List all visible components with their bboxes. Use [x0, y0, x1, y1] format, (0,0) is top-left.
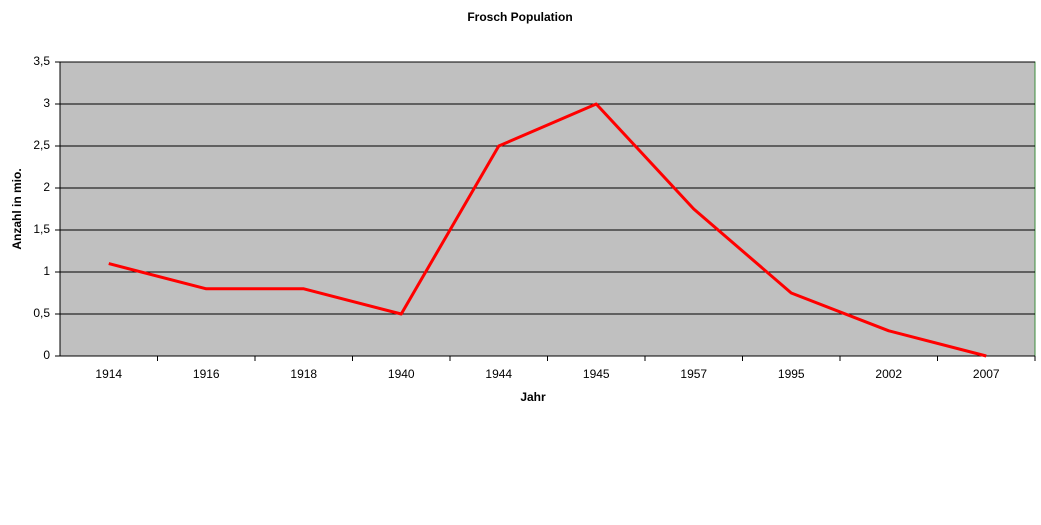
y-tick-label: 3	[43, 96, 50, 110]
x-axis-label: Jahr	[520, 390, 546, 404]
y-tick-label: 1	[43, 264, 50, 278]
y-tick-label: 0,5	[33, 306, 50, 320]
y-tick-label: 1,5	[33, 222, 50, 236]
x-tick-label: 1995	[778, 367, 805, 381]
line-series	[108, 102, 987, 358]
plot-area	[59, 61, 1036, 357]
x-tick-label: 1940	[388, 367, 415, 381]
x-tick-label: 1916	[193, 367, 220, 381]
x-tick-label: 1914	[95, 367, 122, 381]
x-tick-label: 1957	[680, 367, 707, 381]
x-tick-label: 2007	[973, 367, 1000, 381]
x-tick-label: 1945	[583, 367, 610, 381]
y-tick-label: 2,5	[33, 138, 50, 152]
y-tick-label: 0	[43, 348, 50, 362]
x-tick-label: 1918	[290, 367, 317, 381]
y-axis-label: Anzahl in mio.	[10, 168, 24, 249]
y-tick-label: 2	[43, 180, 50, 194]
y-tick-label: 3,5	[33, 54, 50, 68]
x-tick-label: 1944	[485, 367, 512, 381]
chart-title: Frosch Population	[467, 10, 572, 24]
x-tick-label: 2002	[875, 367, 902, 381]
